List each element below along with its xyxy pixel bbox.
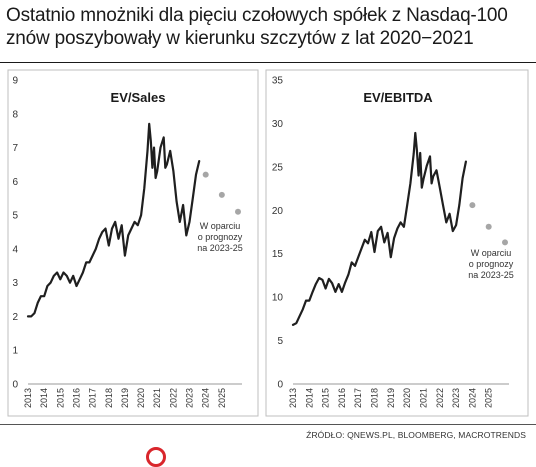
ev-sales-y-tick-label: 9 <box>12 76 18 87</box>
chart-area: 0 1 2 3 4 5 6 7 8 9 2013 2014 2015 2016 2017 2018 2019 20… <box>0 66 536 425</box>
ev-sales-x-tick-label: 2025 <box>217 388 227 408</box>
ev-ebitda-forecast-point <box>485 223 492 230</box>
ev-ebitda-x-tick-label: 2015 <box>321 388 331 408</box>
ev-ebitda-annotation: na 2023-25 <box>468 270 514 280</box>
ev-ebitda-y-tick-label: 15 <box>272 249 284 260</box>
logo-icon <box>146 447 166 467</box>
ev-sales-series-line <box>26 122 201 318</box>
ev-ebitda-x-tick-label: 2014 <box>304 388 314 408</box>
ev-sales-y-tick-label: 7 <box>12 143 18 154</box>
ev-sales-y-tick-label: 5 <box>12 211 18 222</box>
ev-sales-y-tick-label: 8 <box>12 109 18 120</box>
ev-ebitda-y-tick-label: 20 <box>272 206 284 217</box>
ev-ebitda-x-tick-label: 2017 <box>353 388 363 408</box>
ev-sales-x-tick-label: 2023 <box>185 388 195 408</box>
ev-ebitda-forecast-point <box>469 202 476 209</box>
headline: Ostatnio mnożniki dla pięciu czołowych s… <box>6 5 508 49</box>
ev-sales-x-tick-label: 2022 <box>168 388 178 408</box>
ev-sales-annotation: na 2023-25 <box>197 243 243 253</box>
ev-sales-y-tick-label: 4 <box>12 244 18 255</box>
ev-sales-x-tick-label: 2019 <box>120 388 130 408</box>
ev-ebitda-x-tick-label: 2016 <box>337 388 347 408</box>
ev-sales-title: EV/Sales <box>111 90 166 105</box>
ev-ebitda-x-tick-label: 2025 <box>484 388 494 408</box>
ev-ebitda-x-tick-label: 2018 <box>370 388 380 408</box>
ev-ebitda-x-tick-label: 2022 <box>435 388 445 408</box>
ev-ebitda-y-tick-label: 10 <box>272 293 284 304</box>
ev-sales-x-tick-label: 2024 <box>201 388 211 408</box>
ev-ebitda-y-tick-label: 0 <box>277 380 283 391</box>
ev-sales-y-tick-label: 0 <box>12 380 18 391</box>
source-note: ŹRÓDŁO: QNEWS.PL, BLOOMBERG, MACROTRENDS <box>306 430 526 440</box>
ev-ebitda-x-tick-label: 2023 <box>451 388 461 408</box>
ev-ebitda-x-tick-label: 2021 <box>418 388 428 408</box>
ev-sales-forecast-point <box>218 191 225 198</box>
ev-ebitda-x-tick-label: 2013 <box>288 388 298 408</box>
ev-sales-x-tick-label: 2014 <box>39 388 49 408</box>
ev-sales-frame <box>7 69 259 417</box>
ev-ebitda-y-tick-label: 5 <box>277 336 283 347</box>
ev-ebitda-annotation: W oparciu <box>471 248 512 258</box>
ev-sales-x-tick-label: 2017 <box>88 388 98 408</box>
ev-sales-forecast-point <box>202 171 209 178</box>
ev-sales-annotation: W oparciu <box>200 221 241 231</box>
ev-ebitda-series-line <box>291 131 467 326</box>
ev-sales-x-tick-label: 2013 <box>23 388 33 408</box>
ev-ebitda-forecast-point <box>502 239 508 246</box>
ev-sales-y-tick-label: 2 <box>12 312 18 323</box>
headline-divider <box>0 62 536 63</box>
ev-sales-x-tick-label: 2021 <box>152 388 162 408</box>
ev-ebitda-y-tick-label: 30 <box>272 119 284 130</box>
ev-sales-x-tick-label: 2015 <box>55 388 65 408</box>
ev-sales-x-tick-label: 2018 <box>104 388 114 408</box>
ev-sales-x-tick-label: 2016 <box>71 388 81 408</box>
ev-ebitda-frame <box>265 69 529 417</box>
ev-sales-annotation: o prognozy <box>198 232 243 242</box>
ev-ebitda-annotation: o prognozy <box>469 259 514 269</box>
ev-ebitda-title: EV/EBITDA <box>363 90 433 105</box>
ev-sales-y-tick-label: 6 <box>12 177 18 188</box>
ev-ebitda-y-tick-label: 25 <box>272 162 284 173</box>
ev-ebitda-x-tick-label: 2019 <box>386 388 396 408</box>
ev-sales-y-tick-label: 1 <box>12 346 18 357</box>
ev-ebitda-x-tick-label: 2020 <box>402 388 412 408</box>
footer-divider <box>0 424 536 425</box>
ev-sales-x-tick-label: 2020 <box>136 388 146 408</box>
ev-ebitda-x-tick-label: 2024 <box>467 388 477 408</box>
ev-sales-chart: 0 1 2 3 4 5 6 7 8 9 2013 2014 2015 2016 2017 2018 2019 20… <box>7 69 259 417</box>
ev-sales-y-tick-label: 3 <box>12 278 18 289</box>
ev-sales-forecast-point <box>235 208 241 215</box>
ev-ebitda-y-tick-label: 35 <box>272 76 284 87</box>
